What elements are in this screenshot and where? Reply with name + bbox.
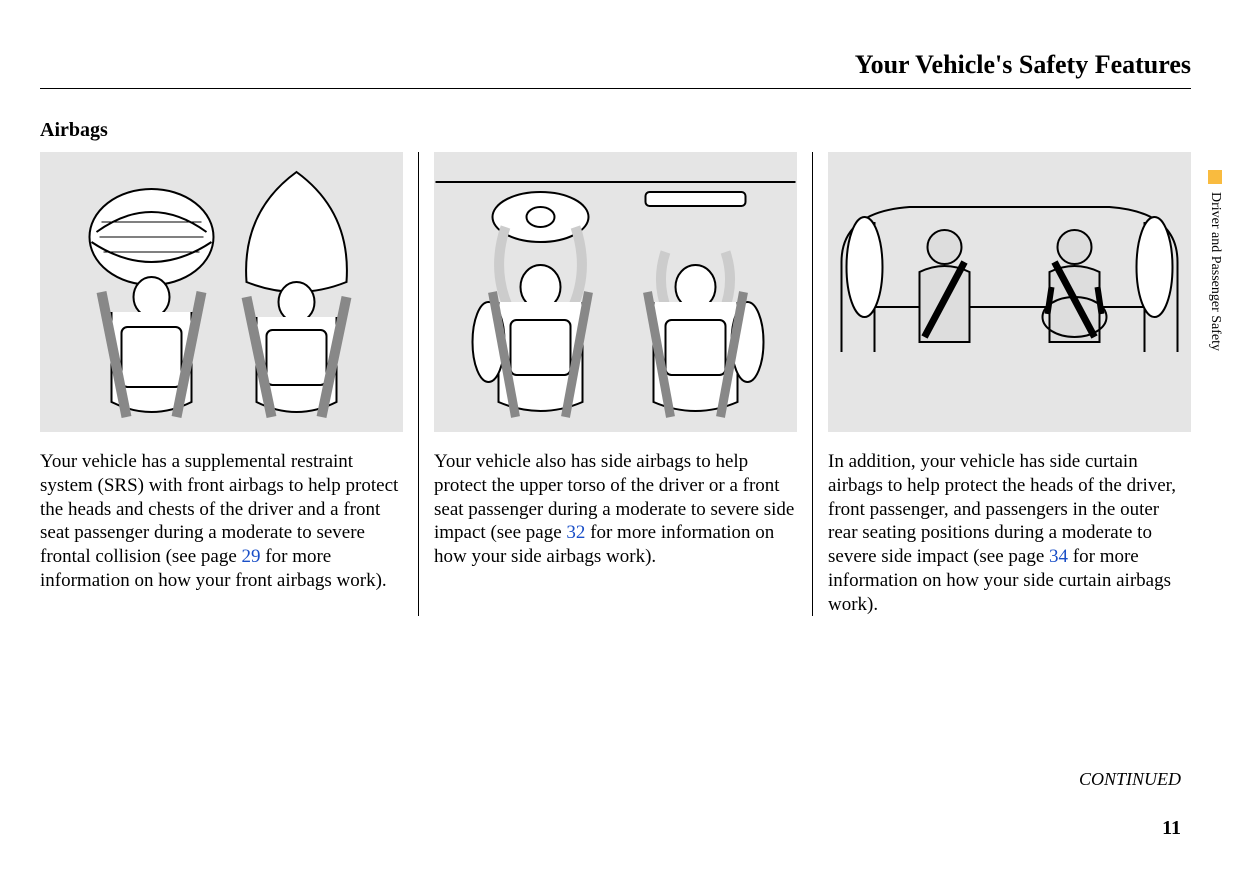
side-airbag-svg [434, 152, 797, 432]
front-airbag-svg [40, 152, 403, 432]
illustration-front-airbag [40, 152, 403, 432]
page-ref-link[interactable]: 29 [242, 546, 261, 567]
columns-container: Your vehicle has a supplemental restrain… [40, 152, 1191, 616]
page-container: Your Vehicle's Safety Features Airbags [0, 0, 1241, 875]
text-part: Your vehicle has a supplemental restrain… [40, 451, 398, 567]
column-3-text: In addition, your vehicle has side curta… [828, 450, 1191, 616]
column-3: In addition, your vehicle has side curta… [812, 152, 1191, 616]
column-1: Your vehicle has a supplemental restrain… [40, 152, 418, 616]
illustration-side-airbag [434, 152, 797, 432]
column-2: Your vehicle also has side airbags to he… [418, 152, 812, 616]
side-tab-marker [1208, 170, 1222, 184]
section-title: Airbags [40, 119, 1191, 142]
column-2-text: Your vehicle also has side airbags to he… [434, 450, 797, 569]
page-number: 11 [1162, 817, 1181, 840]
page-ref-link[interactable]: 34 [1049, 546, 1068, 567]
page-title: Your Vehicle's Safety Features [40, 50, 1191, 89]
side-tab-label: Driver and Passenger Safety [1207, 192, 1223, 351]
side-tab: Driver and Passenger Safety [1207, 170, 1223, 351]
illustration-curtain-airbag [828, 152, 1191, 432]
column-1-text: Your vehicle has a supplemental restrain… [40, 450, 403, 593]
curtain-airbag-svg [828, 152, 1191, 432]
continued-label: CONTINUED [1079, 769, 1181, 790]
page-ref-link[interactable]: 32 [566, 522, 585, 543]
